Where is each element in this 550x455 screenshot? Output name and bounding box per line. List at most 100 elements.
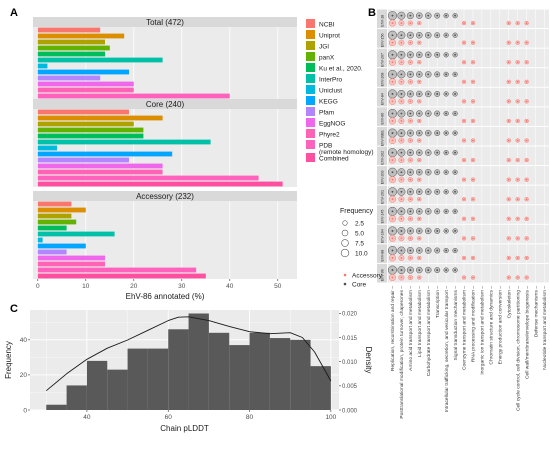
- row-strip: [377, 205, 387, 224]
- row-strip: [377, 29, 387, 48]
- accessory-dot: [400, 217, 403, 220]
- row-strip: [377, 185, 387, 205]
- accessory-dot: [472, 22, 474, 24]
- category-label: Intracellular trafficking, secretion, an…: [444, 286, 450, 413]
- accessory-dot: [472, 237, 474, 240]
- accessory-dot: [507, 61, 510, 64]
- bar: [37, 87, 134, 93]
- x-tick-label: 40: [83, 414, 91, 421]
- color-legend-label: Accessory: [352, 273, 383, 280]
- row-strip: [377, 107, 387, 126]
- legend-label: Combined: [319, 156, 349, 163]
- row-panel: [388, 68, 549, 87]
- category-label: Carbohydrate transport and metabolism –: [426, 286, 432, 377]
- accessory-dot: [418, 237, 421, 240]
- core-dot: [454, 132, 456, 134]
- x-tick-label: 40: [226, 283, 234, 290]
- core-dot: [454, 190, 456, 193]
- accessory-dot: [525, 198, 528, 201]
- accessory-dot: [507, 276, 510, 279]
- core-dot: [418, 53, 421, 56]
- histogram-bar: [290, 339, 311, 410]
- accessory-dot: [418, 80, 421, 83]
- row-strip: [377, 9, 387, 29]
- row-panel: [388, 224, 549, 244]
- bar: [37, 175, 259, 181]
- panel-label-b: B: [368, 7, 376, 19]
- core-dot: [445, 151, 448, 154]
- legend-label: Pfam: [319, 110, 334, 117]
- legend-swatch: [306, 63, 315, 72]
- bar: [37, 127, 144, 133]
- core-dot: [445, 93, 448, 95]
- accessory-dot: [516, 217, 519, 220]
- category-label: Inorganic ion transport and metabolism –: [480, 286, 486, 375]
- panel-b-dot-plot: EhV-18 EhV-156 EhV-207 EhV-208 EhV-84 EhV-86 E…: [377, 9, 549, 419]
- category-label: Amino acid transport and metabolism –: [408, 286, 414, 371]
- core-dot: [391, 34, 394, 37]
- accessory-dot: [391, 41, 394, 44]
- bar: [37, 145, 57, 151]
- accessory-dot: [391, 217, 394, 220]
- accessory-dot: [525, 22, 528, 24]
- accessory-dot: [463, 41, 465, 44]
- bar: [37, 157, 129, 163]
- accessory-dot: [463, 178, 465, 181]
- accessory-dot: [391, 100, 394, 103]
- accessory-dot: [391, 22, 394, 24]
- core-dot: [418, 190, 421, 193]
- core-dot: [400, 73, 403, 76]
- accessory-dot: [507, 198, 510, 201]
- core-dot: [445, 14, 448, 17]
- core-dot: [400, 14, 403, 17]
- bar: [37, 243, 86, 249]
- x-tick-label: 0: [36, 283, 40, 290]
- y-tick-label: 20: [20, 372, 28, 379]
- core-dot: [418, 34, 421, 37]
- size-legend-label: 10.0: [355, 251, 368, 258]
- facet-strip: [33, 17, 297, 27]
- accessory-dot: [400, 237, 403, 240]
- row-label: EhV-202: [381, 151, 385, 165]
- core-dot: [454, 230, 456, 232]
- category-label: Coenzyme transport and metabolism –: [462, 286, 468, 370]
- core-dot: [454, 53, 456, 56]
- facet-panel: [33, 27, 297, 105]
- accessory-dot: [525, 257, 528, 259]
- accessory-dot: [418, 22, 421, 24]
- row-strip: [377, 224, 387, 244]
- accessory-dot: [507, 237, 510, 240]
- row-panel: [388, 244, 549, 263]
- accessory-dot: [507, 139, 510, 142]
- row-label: EhV-99: [381, 269, 385, 281]
- row-label: EhV-86: [381, 113, 385, 125]
- core-dot: [436, 171, 439, 174]
- accessory-dot: [418, 100, 421, 103]
- histogram-bar: [208, 332, 230, 410]
- legend-swatch: [306, 153, 315, 162]
- histogram-bar: [249, 332, 270, 410]
- accessory-dot: [525, 276, 528, 279]
- core-dot: [391, 249, 394, 252]
- core-dot: [436, 112, 439, 115]
- core-dot: [391, 53, 394, 56]
- density-axis-label: Density: [364, 347, 373, 374]
- x-tick-label: 10: [82, 283, 90, 290]
- legend-label: KEGG: [319, 99, 338, 106]
- accessory-dot: [472, 100, 474, 103]
- accessory-dot: [400, 100, 403, 103]
- core-dot: [400, 190, 403, 193]
- core-dot: [409, 93, 412, 95]
- accessory-dot: [391, 198, 394, 201]
- accessory-dot: [463, 80, 465, 83]
- bar: [37, 115, 163, 121]
- accessory-dot: [507, 120, 510, 122]
- legend-swatch: [306, 118, 315, 127]
- accessory-dot: [409, 22, 412, 24]
- accessory-dot: [400, 198, 403, 201]
- core-dot: [445, 34, 448, 37]
- category-label: Cell wall/membrane/envelope biogenesis –: [524, 286, 530, 379]
- core-dot: [445, 73, 448, 76]
- bar: [37, 261, 105, 267]
- row-strip: [377, 244, 387, 263]
